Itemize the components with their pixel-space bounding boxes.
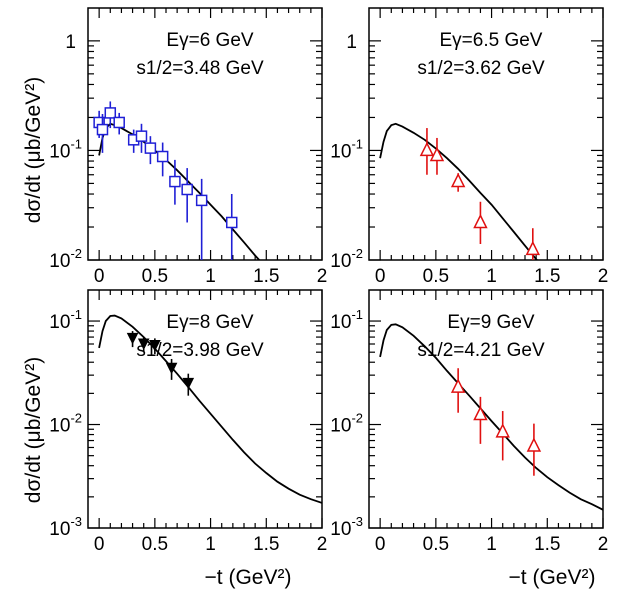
y-tick-label: 10-2 (330, 246, 363, 272)
x-tick-label: 2 (317, 534, 328, 555)
x-tick-label: 1.5 (534, 266, 560, 287)
x-tick-label: 1.5 (253, 266, 279, 287)
x-tick-label: 1 (486, 266, 497, 287)
data-point (104, 107, 117, 119)
panel-top-left: 0 0.5 1 1.5 2 10-2 10-1 1 Eγ=6 GeV s1/2=3.48 GeV (49, 7, 328, 287)
y-tick-label: 10-1 (330, 136, 363, 162)
x-tick-label: 1.5 (253, 534, 279, 555)
panel-top-right: 0 0.5 1 1.5 2 10-2 10-1 1 Eγ=6.5 GeV s1/2=3.62 Ge… (330, 7, 609, 287)
energy-annotation: Eγ=9 GeV (447, 312, 534, 333)
data-point (149, 340, 161, 352)
y-tick-label: 10-1 (49, 307, 82, 333)
y-tick-label: 10-1 (330, 307, 363, 333)
x-tick-label: 0.5 (423, 266, 449, 287)
model-curve (98, 122, 261, 260)
plot-frame (87, 289, 323, 529)
y-axis-label-bottom: dσ/dt (μb/GeV²) (22, 357, 45, 503)
data-point (126, 332, 139, 345)
plot-frame (87, 7, 323, 261)
x-tick-label: 0.5 (142, 534, 168, 555)
data-point (144, 142, 157, 154)
data-point (165, 362, 178, 375)
data-point (225, 216, 238, 229)
y-tick-label: 10-3 (49, 514, 82, 540)
y-tick-label: 1 (65, 32, 76, 53)
y-tick-label: 1 (346, 32, 357, 53)
panel-bottom-right: 0 0.5 1 1.5 2 10-3 10-2 10-1 Eγ=9 GeV s1/2=4.21 G… (330, 289, 609, 555)
x-axis-label-right: −t (GeV²) (509, 566, 596, 589)
y-tick-label: 10-2 (49, 246, 82, 272)
plot-frame (368, 289, 604, 529)
x-tick-label: 1 (205, 534, 216, 555)
x-tick-label: 1 (486, 534, 497, 555)
cm-energy-annotation: s1/2=4.21 GeV (417, 340, 545, 361)
y-axis-label-bottom-text: dσ/dt (μb/GeV²) (22, 357, 45, 503)
data-point (495, 423, 510, 438)
data-point (113, 116, 125, 129)
data-point (96, 123, 109, 136)
data-point (156, 150, 169, 163)
x-tick-label: 0 (94, 266, 105, 287)
x-tick-label: 0 (375, 266, 386, 287)
x-tick-label: 0.5 (423, 534, 449, 555)
x-tick-label: 2 (598, 266, 609, 287)
data-point (526, 437, 542, 452)
data-point (473, 405, 488, 421)
model-curve (379, 323, 603, 511)
y-tick-label: 10-3 (330, 514, 363, 540)
cm-energy-annotation: s1/2=3.48 GeV (136, 58, 264, 79)
plot-frame (368, 7, 604, 261)
cm-energy-annotation: s1/2=3.98 GeV (136, 340, 264, 361)
model-curve (98, 314, 322, 504)
data-point (195, 194, 208, 207)
cm-energy-annotation: s1/2=3.62 GeV (417, 58, 545, 79)
x-tick-label: 0 (375, 534, 386, 555)
model-curve (379, 122, 539, 260)
data-point (419, 141, 435, 157)
x-tick-label: 1 (205, 266, 216, 287)
data-point (473, 213, 488, 229)
data-point (169, 175, 181, 188)
x-tick-label: 0.5 (142, 266, 168, 287)
data-point (181, 183, 193, 196)
x-tick-label: 1.5 (534, 534, 560, 555)
energy-annotation: Eγ=6.5 GeV (440, 30, 543, 51)
y-axis-label-top: dσ/dt (μb/GeV²) (22, 77, 45, 223)
x-tick-label: 0 (94, 534, 105, 555)
x-tick-label: 2 (317, 266, 328, 287)
data-point (137, 338, 150, 351)
x-tick-label: 2 (598, 534, 609, 555)
data-point (450, 172, 466, 188)
data-point (135, 130, 148, 142)
y-tick-label: 10-2 (330, 411, 363, 437)
energy-annotation: Eγ=8 GeV (166, 312, 253, 333)
data-point (182, 377, 195, 390)
panel-bottom-left: 0 0.5 1 1.5 2 10-3 10-2 10-1 Eγ=8 GeV s1/2=3.98 G… (49, 289, 328, 555)
y-tick-label: 10-2 (49, 411, 82, 437)
data-point (525, 240, 541, 256)
data-point (450, 378, 466, 393)
y-tick-label: 10-1 (49, 136, 82, 162)
y-axis-label-top-text: dσ/dt (μb/GeV²) (22, 77, 45, 223)
data-point (429, 146, 445, 162)
energy-annotation: Eγ=6 GeV (166, 30, 253, 51)
x-axis-label-left: −t (GeV²) (205, 566, 292, 589)
